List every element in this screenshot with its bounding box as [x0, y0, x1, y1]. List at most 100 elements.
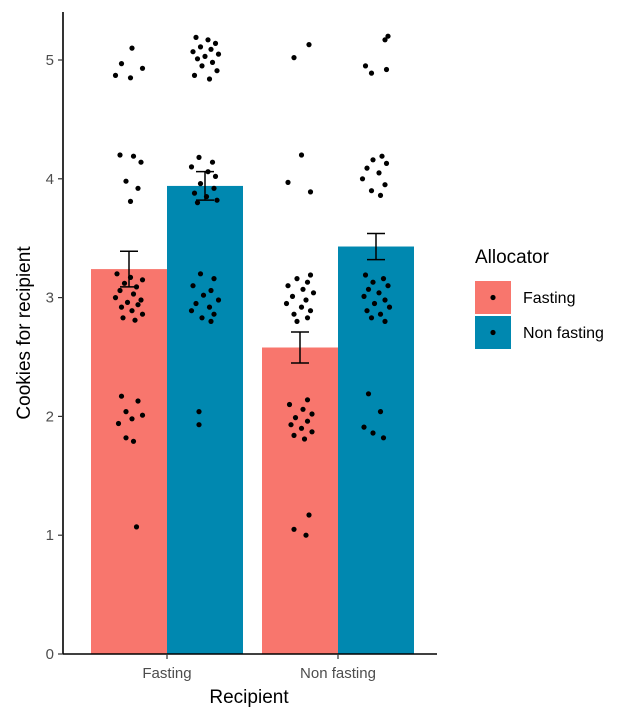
- data-point-non-fasting-fasting: [306, 42, 312, 48]
- data-point-fasting-non-fasting: [208, 287, 214, 294]
- data-point-fasting-non-fasting: [205, 37, 211, 43]
- data-point-non-fasting-fasting: [291, 432, 297, 438]
- data-point-non-fasting-fasting: [283, 300, 290, 307]
- data-point-fasting-non-fasting: [194, 200, 201, 206]
- data-point-non-fasting-non-fasting: [370, 157, 376, 163]
- data-point-non-fasting-fasting: [309, 411, 315, 417]
- data-point-non-fasting-non-fasting: [365, 286, 372, 292]
- data-point-fasting-non-fasting: [197, 44, 204, 50]
- data-point-fasting-fasting: [118, 61, 125, 67]
- data-point-fasting-non-fasting: [196, 409, 202, 415]
- data-point-non-fasting-fasting: [304, 418, 311, 424]
- data-point-fasting-fasting: [120, 315, 126, 321]
- data-point-fasting-non-fasting: [200, 292, 207, 298]
- data-point-fasting-non-fasting: [197, 271, 204, 277]
- data-point-non-fasting-fasting: [307, 272, 314, 278]
- data-point-fasting-fasting: [132, 317, 138, 323]
- y-tick-label: 4: [46, 171, 54, 188]
- data-point-non-fasting-non-fasting: [382, 318, 388, 324]
- data-point-fasting-non-fasting: [199, 315, 205, 321]
- data-point-fasting-non-fasting: [190, 283, 196, 289]
- data-point-non-fasting-fasting: [294, 318, 300, 324]
- data-point-non-fasting-non-fasting: [376, 170, 382, 176]
- data-point-fasting-non-fasting: [196, 422, 202, 428]
- data-point-fasting-fasting: [129, 416, 135, 422]
- data-point-fasting-non-fasting: [202, 53, 208, 60]
- data-point-fasting-fasting: [135, 398, 141, 404]
- data-point-fasting-fasting: [139, 65, 146, 71]
- data-point-non-fasting-non-fasting: [377, 409, 384, 415]
- data-point-fasting-fasting: [130, 291, 137, 297]
- y-ticks-layer: 0 1 2 3 4 5: [46, 52, 63, 663]
- data-point-non-fasting-non-fasting: [385, 33, 391, 39]
- data-point-non-fasting-non-fasting: [376, 290, 382, 296]
- data-point-fasting-non-fasting: [196, 154, 202, 160]
- data-point-non-fasting-non-fasting: [370, 430, 376, 436]
- legend-key-dot-fasting: [490, 294, 496, 301]
- legend-key-dot-non-fasting: [490, 329, 496, 336]
- data-point-fasting-non-fasting: [209, 159, 216, 165]
- data-point-fasting-fasting: [123, 435, 129, 441]
- data-point-non-fasting-non-fasting: [368, 315, 375, 321]
- data-point-non-fasting-non-fasting: [385, 283, 391, 289]
- data-point-fasting-non-fasting: [215, 51, 222, 57]
- data-point-non-fasting-non-fasting: [361, 293, 367, 299]
- bar-fasting-non-fasting: [167, 185, 243, 655]
- data-point-fasting-fasting: [138, 159, 144, 165]
- x-ticks-layer: Fasting Non fasting: [142, 654, 376, 682]
- data-point-non-fasting-non-fasting: [362, 272, 369, 278]
- data-point-fasting-non-fasting: [209, 59, 216, 65]
- data-point-non-fasting-fasting: [291, 311, 297, 317]
- data-point-fasting-fasting: [133, 284, 140, 290]
- data-point-fasting-fasting: [130, 153, 137, 159]
- data-point-fasting-fasting: [117, 287, 123, 294]
- data-point-fasting-fasting: [124, 299, 131, 305]
- data-point-fasting-non-fasting: [191, 72, 198, 78]
- data-point-fasting-fasting: [130, 438, 137, 444]
- data-point-fasting-non-fasting: [211, 276, 217, 282]
- data-point-fasting-non-fasting: [193, 300, 199, 307]
- data-point-non-fasting-non-fasting: [379, 153, 385, 159]
- x-tick-label: Non fasting: [300, 665, 376, 682]
- data-point-fasting-non-fasting: [206, 304, 213, 310]
- error-bar-non-fasting-fasting: [291, 331, 309, 364]
- data-point-fasting-fasting: [117, 152, 123, 158]
- data-point-fasting-fasting: [114, 271, 120, 277]
- data-point-fasting-fasting: [123, 409, 129, 415]
- data-point-fasting-non-fasting: [212, 173, 219, 179]
- data-point-fasting-non-fasting: [194, 56, 201, 62]
- data-point-non-fasting-non-fasting: [365, 391, 372, 397]
- data-point-non-fasting-fasting: [310, 290, 317, 296]
- data-point-non-fasting-non-fasting: [382, 182, 388, 188]
- bar-non-fasting-fasting: [262, 347, 338, 654]
- data-point-fasting-non-fasting: [214, 197, 220, 203]
- data-point-non-fasting-fasting: [304, 279, 311, 285]
- data-point-fasting-non-fasting: [212, 40, 219, 47]
- data-point-non-fasting-non-fasting: [359, 176, 366, 182]
- data-point-non-fasting-fasting: [298, 152, 305, 158]
- data-point-non-fasting-non-fasting: [382, 297, 388, 303]
- data-point-non-fasting-non-fasting: [380, 435, 387, 441]
- error-bar-non-fasting-non-fasting: [367, 232, 385, 261]
- data-point-non-fasting-non-fasting: [364, 308, 370, 314]
- bar-non-fasting-non-fasting: [338, 246, 414, 655]
- data-point-fasting-non-fasting: [191, 190, 198, 196]
- data-point-fasting-fasting: [133, 524, 140, 530]
- y-tick-label: 0: [46, 646, 54, 663]
- data-point-fasting-non-fasting: [208, 46, 214, 52]
- data-point-fasting-fasting: [115, 420, 122, 427]
- data-point-fasting-non-fasting: [193, 34, 199, 41]
- data-point-fasting-fasting: [121, 280, 128, 286]
- data-point-fasting-non-fasting: [211, 311, 217, 317]
- legend-title: Allocator: [475, 247, 550, 268]
- data-point-fasting-non-fasting: [188, 308, 195, 314]
- data-point-non-fasting-fasting: [298, 304, 305, 310]
- data-point-fasting-non-fasting: [211, 185, 217, 191]
- data-point-non-fasting-non-fasting: [370, 279, 376, 285]
- data-point-non-fasting-fasting: [298, 425, 305, 431]
- bars-layer: [91, 185, 414, 655]
- error-bars-layer: [120, 170, 385, 364]
- x-tick-label: Fasting: [142, 665, 191, 682]
- data-point-non-fasting-fasting: [289, 293, 296, 299]
- y-tick-label: 5: [46, 52, 54, 69]
